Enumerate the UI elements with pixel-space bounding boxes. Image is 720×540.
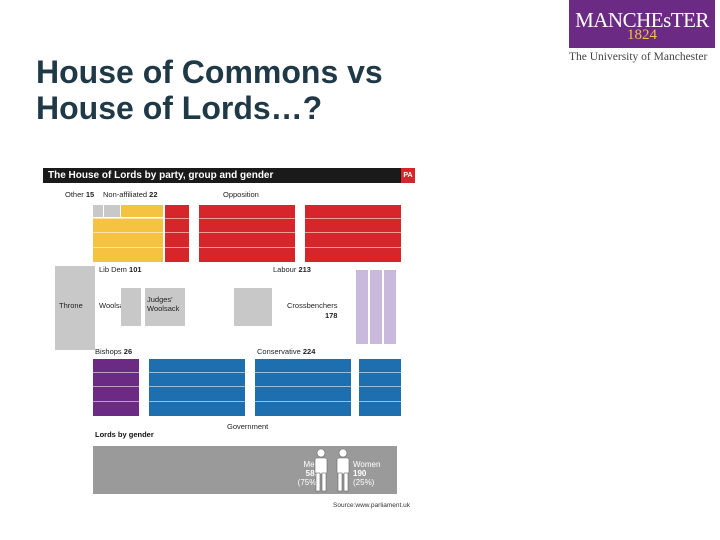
label-conservative-count: 224: [302, 347, 316, 356]
label-other-count: 15: [85, 190, 95, 199]
lib-dem-seats: [93, 218, 163, 262]
figure-header: The House of Lords by party, group and g…: [43, 168, 401, 183]
woolsack-block: [121, 288, 141, 326]
labour-seats-2: [199, 205, 295, 262]
women-count: 190: [353, 469, 367, 478]
university-logo: MANCHEsTER 1824 The University of Manche…: [569, 0, 720, 70]
men-pct: (75%): [297, 478, 319, 487]
crossbench-seats-2: [370, 270, 382, 344]
label-judges-woolsack-line2: Woolsack: [147, 304, 180, 313]
bench-divider: [93, 232, 401, 233]
clerks-table: [234, 288, 272, 326]
label-conservative: Conservative 224: [257, 347, 315, 356]
pa-badge: PA: [401, 168, 415, 183]
judges-woolsack-block: [145, 288, 185, 326]
logo-subtitle: The University of Manchester: [569, 51, 708, 63]
bench-divider: [93, 247, 401, 248]
label-bishops-text: Bishops: [95, 347, 122, 356]
label-labour-count: 213: [298, 265, 311, 274]
label-government: Government: [227, 422, 269, 431]
label-labour-text: Labour: [273, 265, 297, 274]
label-lords-by-gender: Lords by gender: [95, 430, 154, 439]
label-non-affiliated-text: Non-affiliated: [103, 190, 148, 199]
label-non-affiliated: Non-affiliated 22: [103, 190, 158, 199]
bishops-seats: [93, 359, 139, 416]
labour-seats-1: [165, 205, 189, 262]
label-crossbenchers-text: Crossbenchers: [287, 301, 338, 310]
label-labour: Labour 213: [273, 265, 311, 274]
bench-divider: [93, 386, 401, 387]
men-label: Men: [303, 460, 319, 469]
crossbench-seats-1: [356, 270, 368, 344]
label-lib-dem: Lib Dem 101: [99, 265, 142, 274]
source-note: Source:www.parliament.uk: [333, 502, 410, 509]
other-seats: [93, 205, 103, 217]
label-bishops: Bishops 26: [95, 347, 132, 356]
non-affiliated-seats: [104, 205, 120, 217]
gender-people-icon: [314, 448, 350, 492]
label-other: Other 15: [65, 190, 94, 199]
conservative-seats-1: [149, 359, 245, 416]
labour-seats-3: [305, 205, 401, 262]
slide-title-line-1: House of Commons vs: [36, 54, 383, 90]
slide-title-line-2: House of Lords…?: [36, 90, 323, 126]
label-non-affiliated-count: 22: [149, 190, 158, 199]
logo-box: MANCHEsTER 1824: [569, 0, 715, 48]
women-stats: Women 190 (25%): [353, 460, 380, 487]
women-label: Women: [353, 460, 381, 469]
label-judges-woolsack: Judges' Woolsack: [147, 295, 179, 313]
man-icon: [314, 448, 328, 492]
label-other-text: Other: [65, 190, 84, 199]
label-throne: Throne: [59, 301, 83, 310]
men-stats: Men 589 (75%): [277, 460, 319, 487]
label-opposition: Opposition: [223, 190, 259, 199]
label-conservative-text: Conservative: [257, 347, 301, 356]
label-judges-woolsack-line1: Judges': [147, 295, 173, 304]
label-bishops-count: 26: [123, 347, 133, 356]
house-of-lords-figure: The House of Lords by party, group and g…: [41, 164, 419, 512]
slide-title: House of Commons vs House of Lords…?: [36, 54, 516, 126]
men-count: 589: [305, 469, 319, 478]
crossbench-seats-3: [384, 270, 396, 344]
conservative-seats-3: [359, 359, 401, 416]
bench-divider: [93, 218, 401, 219]
women-pct: (25%): [353, 478, 375, 487]
logo-wordmark: MANCHEsTER: [575, 8, 709, 32]
throne-area: [55, 266, 95, 350]
logo-year: 1824: [627, 27, 657, 43]
bench-divider: [93, 372, 401, 373]
conservative-seats-2: [255, 359, 351, 416]
label-crossbenchers-count: 178: [324, 311, 338, 320]
label-crossbenchers: Crossbenchers 178: [287, 301, 337, 321]
label-woolsack: Woolsack: [99, 301, 132, 310]
woman-icon: [336, 448, 350, 492]
label-lib-dem-count: 101: [129, 265, 142, 274]
lib-dem-seats-top: [121, 205, 163, 217]
label-lib-dem-text: Lib Dem: [99, 265, 127, 274]
bench-divider: [93, 401, 401, 402]
